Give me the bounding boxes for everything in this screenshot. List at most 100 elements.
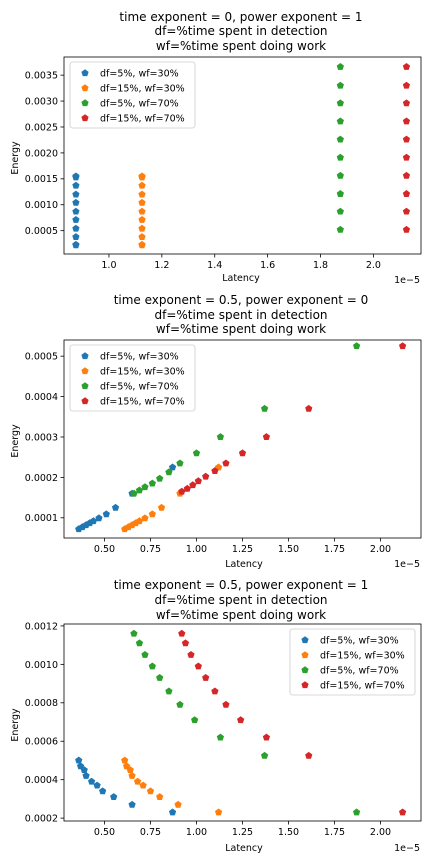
data-point xyxy=(141,514,149,522)
data-point xyxy=(148,662,156,670)
data-point xyxy=(336,225,344,233)
chart-title-line-1: time exponent = 0.5, power exponent = 0 xyxy=(114,293,369,307)
data-point xyxy=(165,468,173,476)
legend-label: df=15%, wf=30% xyxy=(100,367,185,378)
data-point xyxy=(133,777,142,785)
legend-label: df=15%, wf=70% xyxy=(100,397,185,408)
data-point xyxy=(202,472,210,480)
y-tick-label: 0.0002 xyxy=(25,814,58,825)
data-point xyxy=(126,766,134,774)
x-tick-label: 1.2 xyxy=(154,260,169,271)
y-tick-label: 0.0010 xyxy=(25,660,58,671)
chart-energy-vs-latency-t0-p1: time exponent = 0, power exponent = 1 df… xyxy=(10,10,422,286)
x-tick-label: 1.50 xyxy=(278,827,299,838)
chart-title-line-1: time exponent = 0, power exponent = 1 xyxy=(119,10,362,24)
data-point xyxy=(138,224,146,232)
data-point xyxy=(72,233,80,240)
data-point xyxy=(187,650,195,658)
y-tick-label: 0.0030 xyxy=(25,96,58,107)
y-tick-label: 0.0004 xyxy=(25,392,58,403)
x-tick-label: 0.75 xyxy=(140,544,161,555)
y-tick-label: 0.0002 xyxy=(25,473,58,484)
y-tick-label: 0.0025 xyxy=(25,122,58,133)
data-point xyxy=(135,517,144,525)
data-point xyxy=(194,662,202,670)
data-point xyxy=(402,117,411,125)
series-0 xyxy=(72,172,80,249)
data-point xyxy=(89,517,98,525)
data-point xyxy=(72,207,80,215)
x-tick-label: 0.50 xyxy=(94,544,115,555)
x-axis-label: Latency xyxy=(222,273,260,284)
legend-marker xyxy=(81,69,89,77)
series-2 xyxy=(130,342,361,497)
legend-label: df=15%, wf=30% xyxy=(320,651,405,662)
data-point xyxy=(138,207,146,215)
plot-area: 1.0 1.2 1.4 1.6 1.8 2.0 0.0005 0.0010 0.0015 0.00… xyxy=(25,56,422,271)
data-point xyxy=(222,700,230,708)
data-point xyxy=(80,766,88,774)
x-tick-label: 1.00 xyxy=(186,827,207,838)
x-offset-text: 1e−5 xyxy=(394,843,420,854)
data-point xyxy=(183,484,191,492)
legend-marker xyxy=(301,651,309,659)
data-point xyxy=(138,172,146,180)
data-point xyxy=(156,474,164,482)
data-point xyxy=(336,117,344,125)
data-point xyxy=(72,215,80,223)
data-point xyxy=(211,467,219,474)
data-point xyxy=(75,756,83,764)
chart-energy-vs-latency-t05-p1: time exponent = 0.5, power exponent = 1 … xyxy=(10,578,422,854)
data-point xyxy=(402,135,411,143)
y-tick-label: 0.0035 xyxy=(25,71,58,82)
y-axis-label: Energy xyxy=(10,424,21,458)
y-tick-label: 0.0004 xyxy=(25,775,58,786)
legend-label: df=5%, wf=70% xyxy=(100,382,179,393)
data-point xyxy=(82,772,90,779)
data-point xyxy=(146,787,155,795)
legend-marker xyxy=(81,84,89,92)
data-point xyxy=(402,99,411,107)
y-tick-label: 0.0012 xyxy=(25,621,58,632)
data-point xyxy=(138,215,146,223)
data-point xyxy=(157,503,166,511)
legend-label: df=5%, wf=30% xyxy=(320,636,399,647)
data-point xyxy=(72,172,80,180)
data-point xyxy=(402,153,411,161)
chart-title-line-2: df=%time spent in detection xyxy=(154,593,327,607)
chart-title-line-3: wf=%time spent doing work xyxy=(156,608,326,622)
data-point xyxy=(76,762,85,770)
data-point xyxy=(189,481,197,489)
x-offset-text: 1e−5 xyxy=(394,275,420,286)
series-0 xyxy=(75,463,177,533)
data-point xyxy=(262,433,271,441)
data-point xyxy=(121,756,129,764)
chart-title-line-3: wf=%time spent doing work xyxy=(156,322,326,336)
data-point xyxy=(176,700,184,708)
y-tick-label: 0.0015 xyxy=(25,174,58,185)
data-point xyxy=(139,781,147,789)
legend-label: df=15%, wf=70% xyxy=(100,114,185,125)
plot-area: 0.50 0.75 1.00 1.25 1.50 1.75 2.00 0.0002 0.0004… xyxy=(25,621,422,838)
y-tick-label: 0.0008 xyxy=(25,698,58,709)
series-3 xyxy=(178,629,407,816)
data-point xyxy=(262,733,271,741)
chart-title-line-3: wf=%time spent doing work xyxy=(156,39,326,53)
data-point xyxy=(122,762,131,770)
x-tick-label: 0.50 xyxy=(94,827,115,838)
data-point xyxy=(128,800,136,808)
data-point xyxy=(260,404,269,412)
y-axis-label: Energy xyxy=(10,141,21,175)
data-point xyxy=(336,190,344,197)
legend-marker xyxy=(301,636,309,644)
chart-title-line-2: df=%time spent in detection xyxy=(154,24,327,38)
data-point xyxy=(211,687,219,695)
data-point xyxy=(72,198,80,206)
data-point xyxy=(352,808,361,816)
data-point xyxy=(402,171,411,179)
data-point xyxy=(192,449,201,457)
y-tick-label: 0.0005 xyxy=(25,226,58,237)
data-point xyxy=(336,207,344,215)
x-tick-label: 1.6 xyxy=(260,260,275,271)
